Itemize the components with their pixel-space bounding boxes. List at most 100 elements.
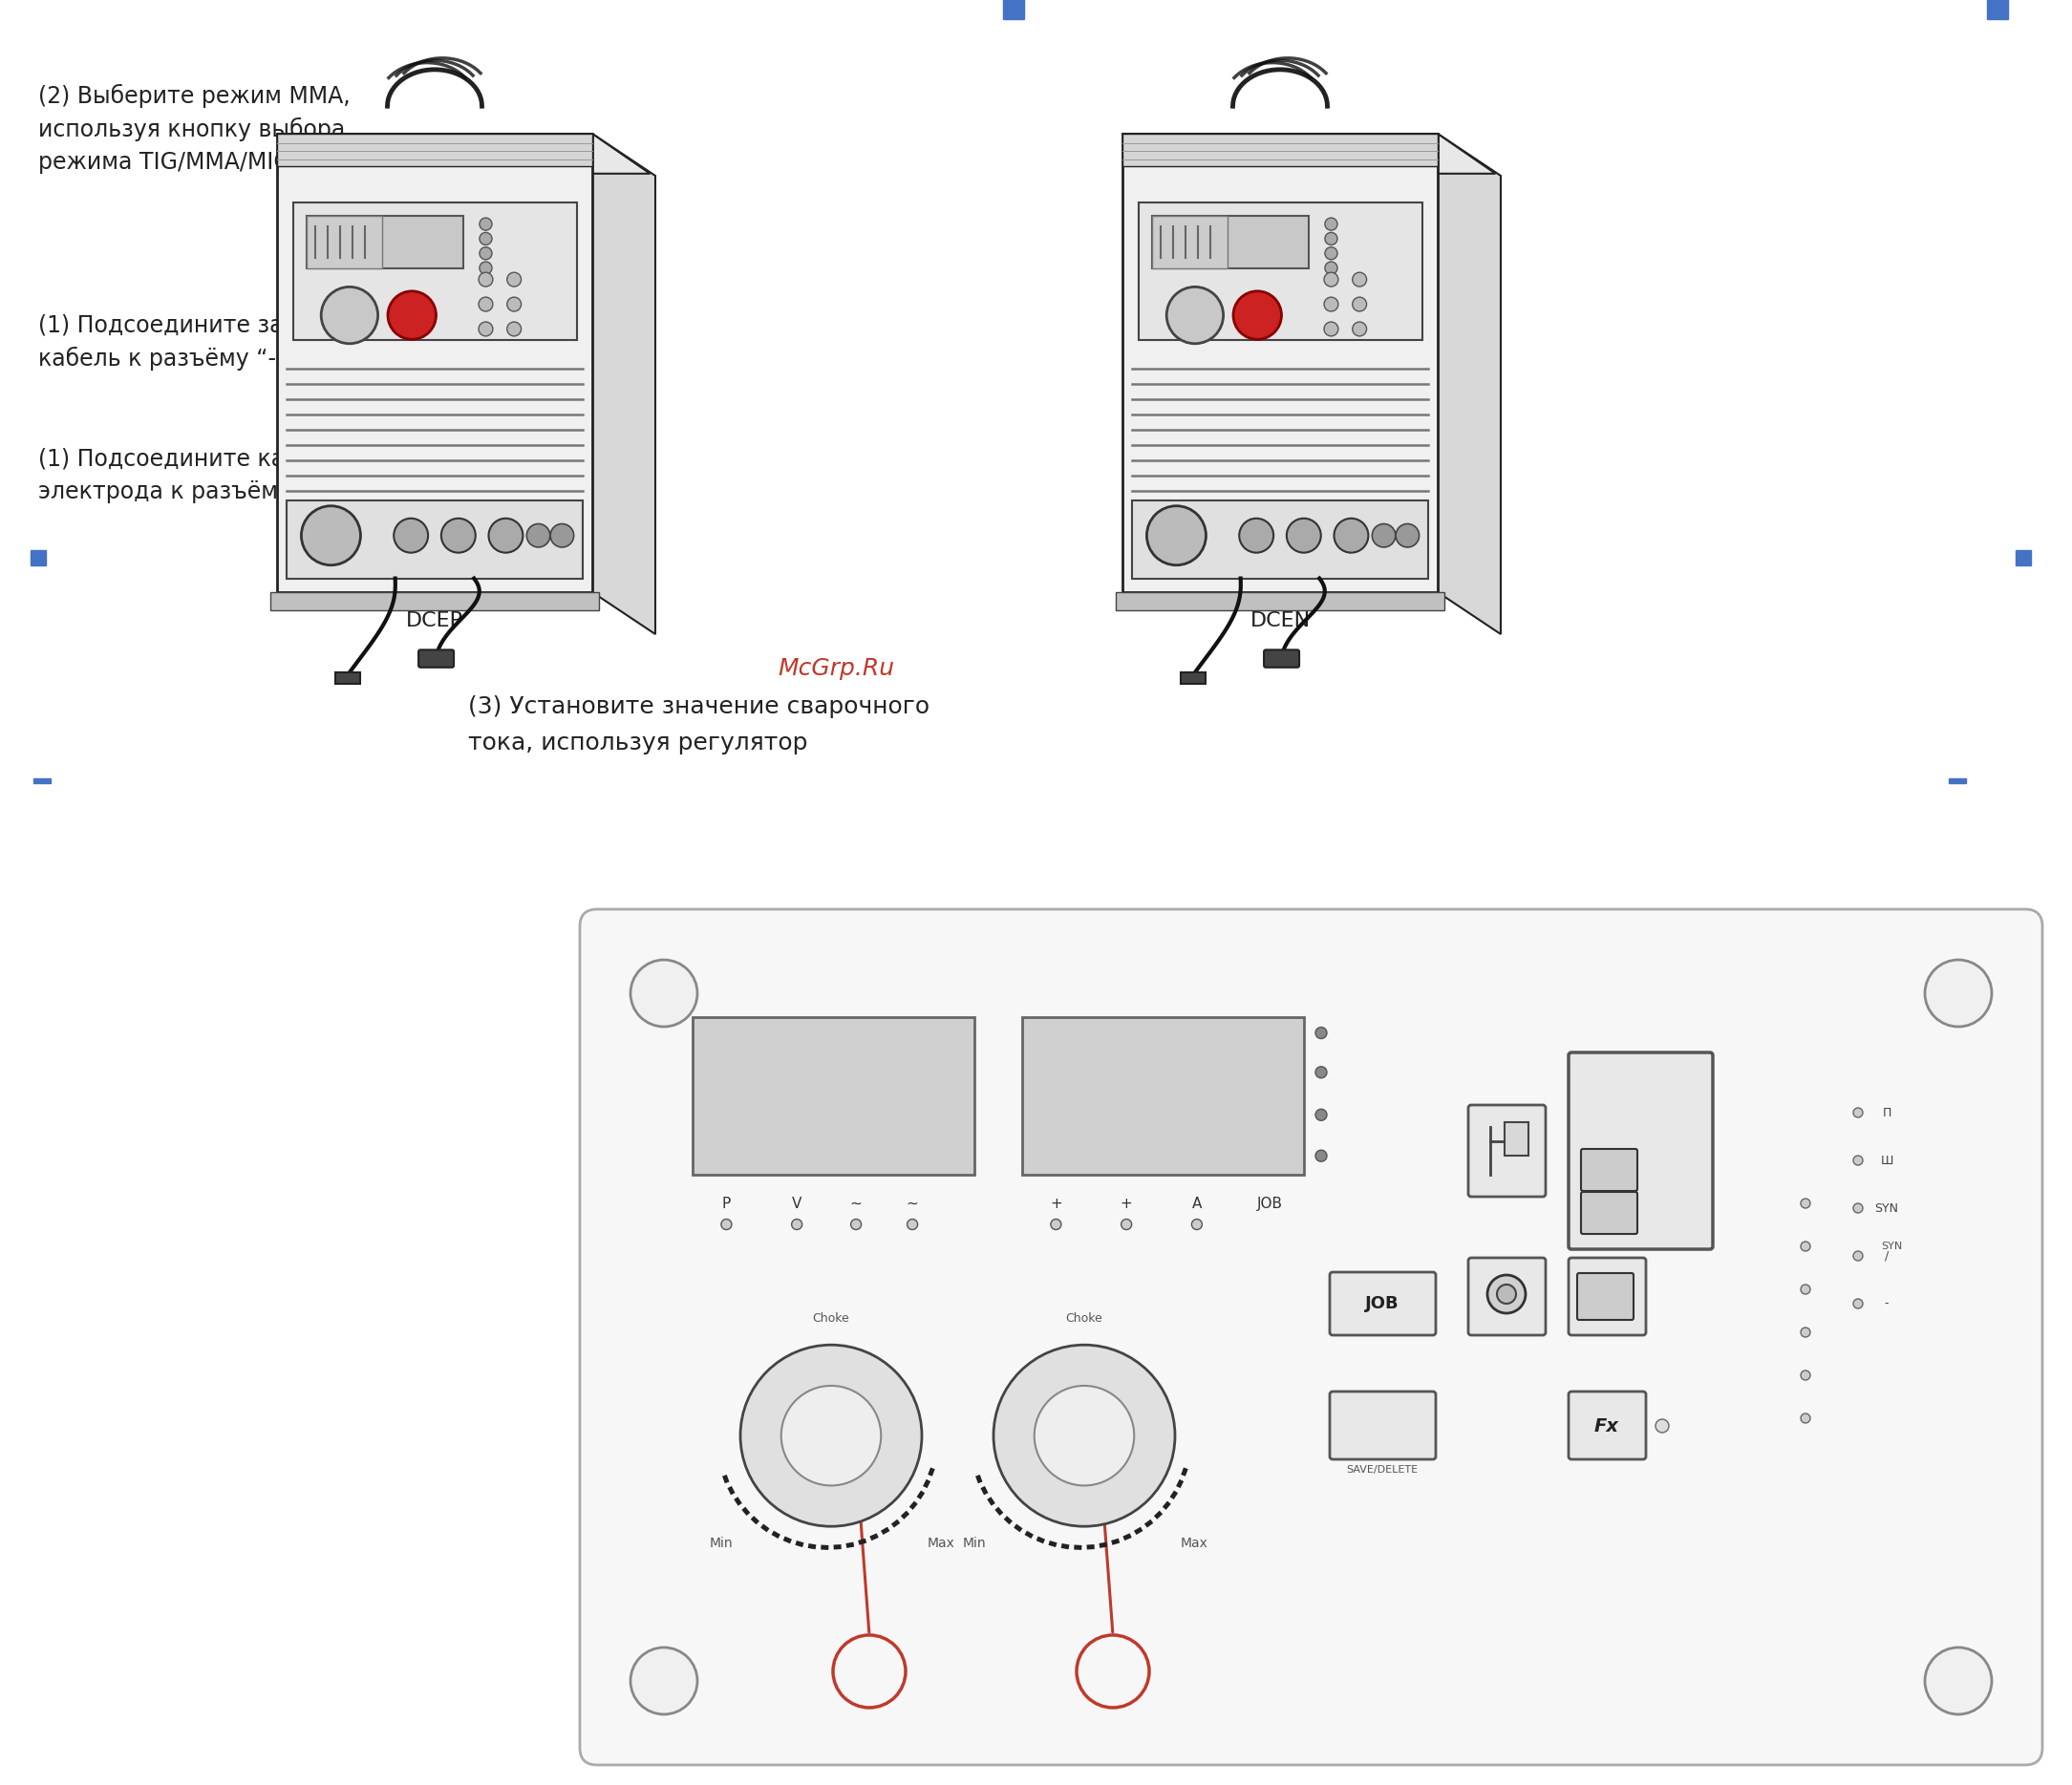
Bar bbox=[271, 593, 599, 610]
Text: V: V bbox=[792, 1196, 802, 1210]
Bar bbox=[727, 1487, 736, 1496]
Bar bbox=[1123, 134, 1438, 166]
Text: P: P bbox=[721, 1196, 731, 1210]
Circle shape bbox=[526, 523, 549, 548]
Circle shape bbox=[1801, 1371, 1811, 1380]
Circle shape bbox=[1801, 1242, 1811, 1251]
Text: (2) Выберите режим MMA,: (2) Выберите режим MMA, bbox=[37, 84, 350, 107]
Bar bbox=[1162, 1501, 1171, 1510]
FancyBboxPatch shape bbox=[1569, 1258, 1645, 1335]
Bar bbox=[783, 1537, 792, 1544]
Bar bbox=[928, 1467, 934, 1476]
Circle shape bbox=[1496, 1285, 1517, 1303]
Bar bbox=[1152, 216, 1227, 268]
Bar bbox=[891, 1519, 899, 1528]
Bar bbox=[33, 778, 50, 784]
Circle shape bbox=[479, 273, 493, 287]
Text: /: / bbox=[1886, 1250, 1890, 1262]
Circle shape bbox=[479, 262, 491, 275]
Text: Fx: Fx bbox=[1593, 1417, 1618, 1435]
Circle shape bbox=[489, 518, 522, 553]
Bar bbox=[1123, 134, 1438, 593]
Circle shape bbox=[1316, 1150, 1326, 1162]
Circle shape bbox=[1324, 232, 1336, 245]
Text: ~: ~ bbox=[905, 1196, 918, 1210]
FancyBboxPatch shape bbox=[1577, 1273, 1633, 1319]
Circle shape bbox=[992, 1344, 1175, 1526]
Bar bbox=[881, 1526, 889, 1535]
Circle shape bbox=[1324, 273, 1339, 287]
Bar bbox=[692, 1017, 974, 1175]
Bar bbox=[833, 1544, 841, 1549]
Text: (1) Подсоедините заземляющий: (1) Подсоедините заземляющий bbox=[37, 312, 423, 336]
Circle shape bbox=[479, 246, 491, 259]
Circle shape bbox=[740, 1344, 922, 1526]
Circle shape bbox=[1801, 1198, 1811, 1208]
Bar bbox=[901, 1510, 910, 1519]
FancyBboxPatch shape bbox=[1569, 1053, 1714, 1250]
Circle shape bbox=[508, 273, 522, 287]
Circle shape bbox=[1167, 287, 1222, 343]
Bar bbox=[1950, 778, 1966, 784]
Circle shape bbox=[1316, 1067, 1326, 1078]
Text: П: П bbox=[1881, 1107, 1892, 1119]
Circle shape bbox=[1801, 1285, 1811, 1294]
Bar bbox=[723, 1474, 729, 1483]
Bar bbox=[1024, 1532, 1034, 1539]
Bar bbox=[922, 1480, 930, 1489]
Text: +: + bbox=[1121, 1196, 1133, 1210]
Text: Choke: Choke bbox=[812, 1312, 850, 1324]
Bar bbox=[1073, 1544, 1082, 1549]
Bar bbox=[870, 1533, 879, 1540]
Bar bbox=[278, 134, 593, 166]
Text: JOB: JOB bbox=[1365, 1296, 1399, 1312]
Text: ~: ~ bbox=[850, 1196, 862, 1210]
Bar bbox=[1177, 1480, 1183, 1489]
Bar bbox=[796, 1540, 804, 1548]
Circle shape bbox=[852, 1219, 862, 1230]
Circle shape bbox=[1233, 291, 1280, 339]
Bar bbox=[1123, 1533, 1131, 1540]
Text: DCEN: DCEN bbox=[1249, 610, 1310, 630]
Bar bbox=[976, 1474, 982, 1483]
Bar bbox=[821, 1544, 829, 1549]
Bar bbox=[986, 1498, 995, 1507]
Text: кабель к разъёму “-”: кабель к разъёму “-” bbox=[37, 346, 288, 369]
Circle shape bbox=[1324, 296, 1339, 311]
FancyBboxPatch shape bbox=[1330, 1273, 1436, 1335]
Circle shape bbox=[1852, 1251, 1863, 1260]
Bar bbox=[336, 673, 361, 684]
Bar bbox=[995, 1507, 1003, 1515]
Bar bbox=[1138, 202, 1421, 339]
Text: McGrp.Ru: McGrp.Ru bbox=[777, 657, 895, 680]
Circle shape bbox=[1239, 518, 1274, 553]
Circle shape bbox=[1925, 960, 1991, 1026]
Bar bbox=[1021, 1017, 1303, 1175]
Bar bbox=[910, 1501, 918, 1510]
FancyBboxPatch shape bbox=[580, 909, 2043, 1765]
Text: SAVE/DELETE: SAVE/DELETE bbox=[1347, 1465, 1417, 1474]
Circle shape bbox=[1488, 1274, 1525, 1314]
Circle shape bbox=[1034, 1385, 1133, 1485]
Text: JOB: JOB bbox=[1258, 1196, 1283, 1210]
Text: электрода к разъёму “+”: электрода к разъёму “+” bbox=[37, 480, 340, 503]
Circle shape bbox=[1656, 1419, 1668, 1433]
Circle shape bbox=[721, 1219, 731, 1230]
Bar bbox=[1131, 500, 1428, 578]
Circle shape bbox=[551, 523, 574, 548]
Circle shape bbox=[1324, 246, 1336, 259]
Bar bbox=[2016, 550, 2031, 566]
Circle shape bbox=[1801, 1414, 1811, 1423]
Circle shape bbox=[508, 296, 522, 311]
FancyBboxPatch shape bbox=[1581, 1192, 1637, 1233]
Text: Max: Max bbox=[926, 1537, 955, 1549]
Circle shape bbox=[1324, 321, 1339, 336]
Bar bbox=[1003, 1515, 1013, 1524]
Circle shape bbox=[1121, 1219, 1131, 1230]
Bar bbox=[845, 1542, 854, 1548]
Bar bbox=[1987, 0, 2008, 20]
Circle shape bbox=[1051, 1219, 1061, 1230]
Circle shape bbox=[1316, 1108, 1326, 1121]
Bar bbox=[858, 1539, 866, 1546]
FancyBboxPatch shape bbox=[1330, 1392, 1436, 1460]
